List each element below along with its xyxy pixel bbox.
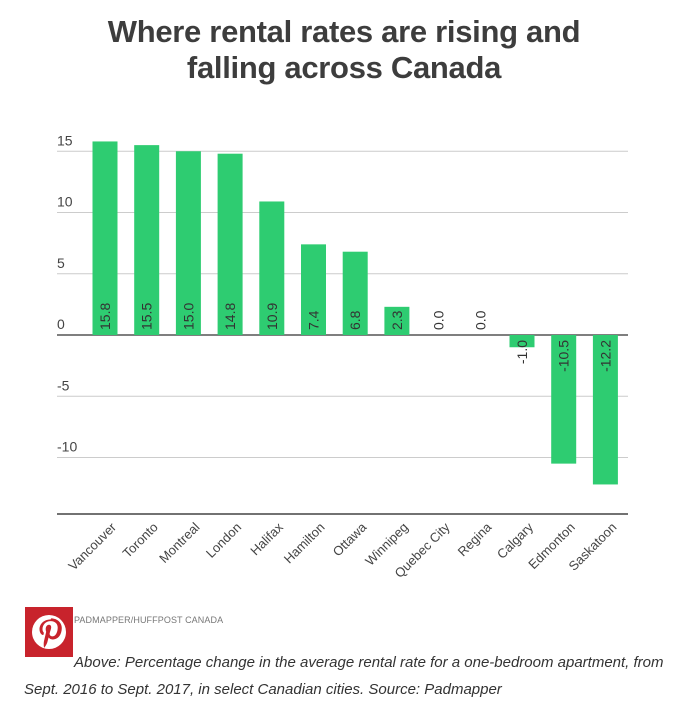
y-tick-label: -10 (57, 439, 77, 455)
bar-value-label: 15.8 (97, 303, 113, 330)
bar (592, 335, 618, 485)
bar-value-label: 7.4 (306, 310, 322, 330)
pinterest-button[interactable] (25, 607, 73, 657)
bar-value-label: 0.0 (472, 310, 488, 330)
bar-value-label: -12.2 (597, 340, 613, 372)
x-tick-label: Ottawa (330, 519, 370, 559)
bar-value-label: 2.3 (389, 310, 405, 330)
x-tick-label: Hamilton (281, 520, 328, 567)
bar (384, 306, 410, 335)
chart-title-line-1: Where rental rates are rising and (107, 14, 581, 49)
pinterest-icon (32, 615, 66, 649)
bar (217, 153, 243, 335)
bar-value-label: -10.5 (556, 340, 572, 372)
source-credit: PADMAPPER/HUFFPOST CANADA (74, 615, 224, 625)
bar (551, 335, 577, 464)
bar-value-label: 14.8 (222, 303, 238, 330)
x-tick-label: Regina (455, 519, 495, 559)
y-tick-label: 15 (57, 132, 73, 148)
chart-title: Where rental rates are rising and fallin… (0, 14, 688, 86)
bar (301, 244, 326, 335)
bar (509, 335, 535, 348)
bar (259, 201, 285, 335)
bar (92, 141, 118, 335)
bar-value-label: -1.0 (514, 340, 530, 364)
caption: Above: Percentage change in the average … (24, 649, 674, 703)
bar-value-label: 15.0 (180, 303, 196, 330)
x-tick-label: Vancouver (65, 519, 119, 573)
bar-value-label: 0.0 (431, 310, 447, 330)
caption-text: Above: Percentage change in the average … (24, 654, 664, 698)
bar-value-label: 10.9 (264, 303, 280, 330)
y-tick-label: 10 (57, 194, 73, 210)
bar (175, 151, 201, 335)
chart-title-line-2: falling across Canada (186, 50, 502, 85)
y-tick-label: 5 (57, 255, 65, 271)
bar (134, 145, 160, 335)
bar-value-label: 6.8 (347, 310, 363, 330)
x-tick-label: Montreal (156, 519, 202, 565)
bar (342, 251, 368, 335)
y-tick-label: 0 (57, 316, 65, 332)
x-tick-label: London (203, 520, 244, 561)
y-tick-label: -5 (57, 377, 70, 393)
bar-value-label: 15.5 (139, 303, 155, 330)
bar-chart: 15 10 5 0 -5 -10 15.8 Vancouver 15.5 Toronto 15.0 M… (57, 132, 628, 581)
x-tick-label: Toronto (120, 520, 161, 561)
x-tick-label: Halifax (247, 519, 286, 558)
